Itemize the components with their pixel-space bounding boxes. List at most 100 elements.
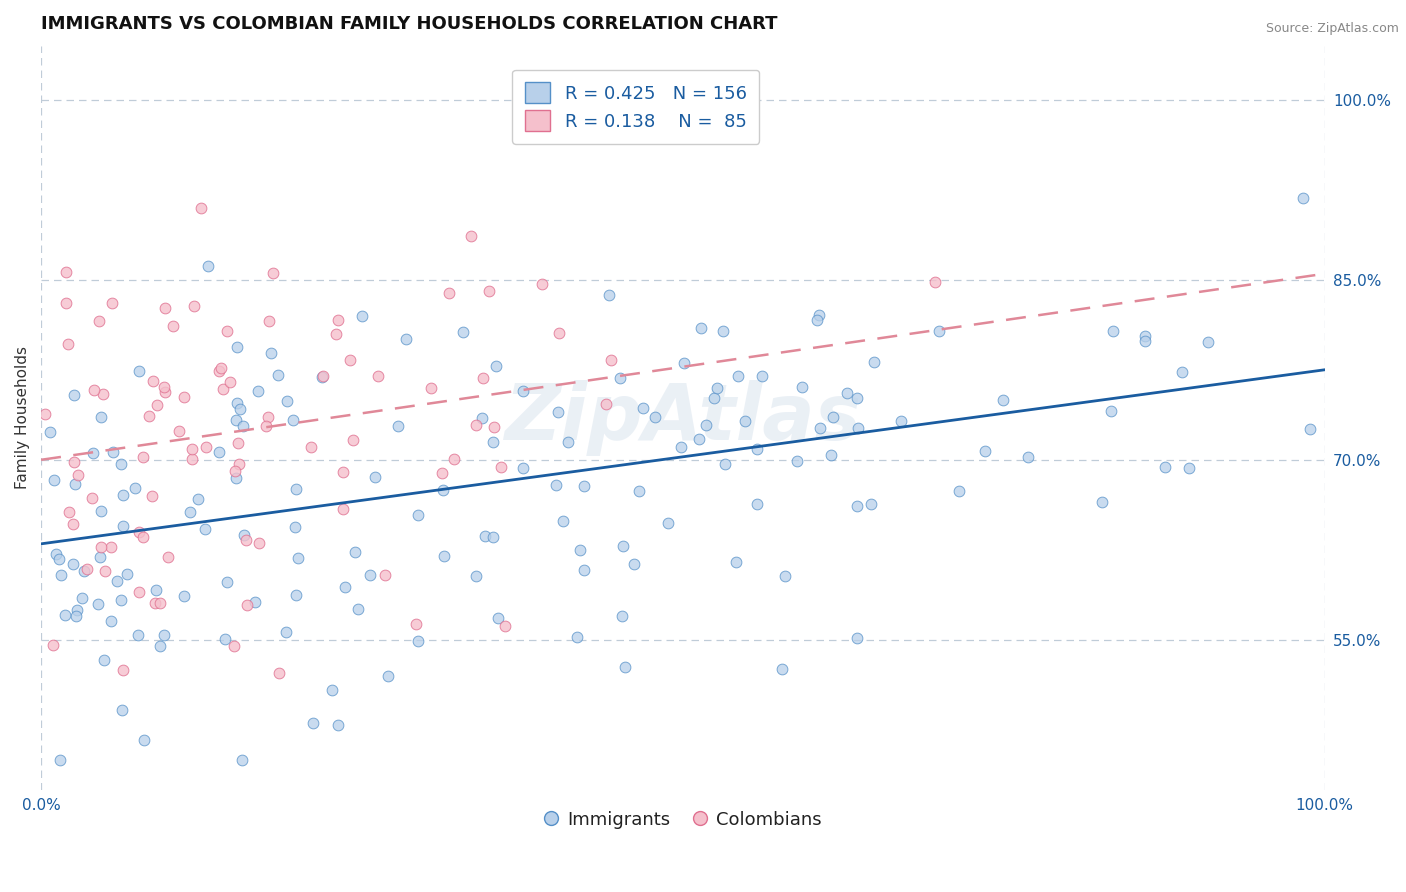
Point (260, 346, 283, 360)
Point (460, 229, 482, 244)
Point (631, 401, 654, 416)
Point (325, 327, 347, 342)
Point (173, 390, 195, 404)
Point (572, 563, 595, 577)
Point (489, 459, 512, 474)
Point (846, 421, 869, 435)
Point (66, 603, 89, 617)
Point (364, 470, 387, 484)
Point (572, 478, 595, 492)
Point (225, 396, 247, 410)
Point (87, 314, 110, 328)
Point (218, 375, 240, 389)
Point (546, 478, 568, 492)
Point (326, 312, 349, 326)
Point (124, 481, 146, 495)
Point (149, 596, 172, 610)
Point (56, 337, 79, 351)
Point (512, 384, 534, 399)
Point (332, 465, 354, 479)
Point (215, 324, 238, 338)
Point (62, 557, 84, 571)
Point (924, 275, 946, 289)
Point (111, 704, 134, 718)
Point (236, 598, 259, 612)
Point (162, 319, 184, 334)
Point (190, 202, 212, 216)
Point (134, 733, 156, 747)
Point (208, 363, 231, 377)
Point (281, 413, 304, 427)
Point (267, 368, 290, 382)
Point (42, 639, 65, 653)
Point (991, 393, 1014, 408)
Point (773, 569, 796, 583)
Point (568, 542, 591, 557)
Point (225, 471, 247, 485)
Point (657, 516, 679, 530)
Point (179, 505, 201, 519)
Point (482, 419, 505, 434)
Point (531, 277, 554, 292)
Point (471, 370, 494, 384)
Point (76, 562, 98, 576)
Point (152, 380, 174, 394)
Point (115, 566, 138, 581)
Point (806, 312, 828, 326)
Text: IMMIGRANTS VS COLOMBIAN FAMILY HOUSEHOLDS CORRELATION CHART: IMMIGRANTS VS COLOMBIAN FAMILY HOUSEHOLD… (41, 15, 778, 33)
Point (703, 391, 725, 405)
Point (197, 259, 219, 273)
Point (91, 387, 114, 401)
Point (350, 310, 373, 324)
Point (226, 340, 249, 354)
Point (613, 659, 636, 673)
Point (284, 519, 307, 533)
Point (82, 491, 104, 505)
Point (285, 588, 308, 602)
Point (688, 432, 710, 446)
Point (212, 382, 235, 396)
Point (141, 489, 163, 503)
Point (360, 568, 382, 582)
Point (256, 410, 278, 425)
Point (344, 545, 367, 559)
Point (226, 435, 249, 450)
Point (610, 608, 633, 623)
Point (287, 551, 309, 566)
Point (1292, 191, 1315, 205)
Point (53, 608, 76, 623)
Point (547, 405, 569, 419)
Point (228, 457, 250, 471)
Point (228, 401, 250, 416)
Point (89, 549, 111, 564)
Point (1178, 460, 1201, 475)
Point (42, 473, 65, 487)
Point (194, 440, 217, 454)
Point (173, 589, 195, 603)
Point (644, 409, 666, 424)
Point (262, 266, 284, 280)
Point (39, 425, 62, 439)
Point (225, 413, 247, 427)
Point (599, 352, 621, 367)
Point (823, 409, 845, 424)
Point (131, 450, 153, 464)
Point (432, 483, 454, 498)
Point (82, 446, 104, 460)
Point (233, 527, 256, 541)
Point (254, 418, 277, 433)
Point (276, 393, 298, 408)
Point (138, 409, 160, 423)
Point (627, 484, 650, 499)
Point (1170, 365, 1192, 379)
Point (247, 536, 270, 550)
Point (808, 421, 831, 435)
Point (747, 497, 769, 511)
Point (406, 633, 429, 648)
Point (63, 388, 86, 402)
Point (551, 514, 574, 528)
Legend: Immigrants, Colombians: Immigrants, Colombians (537, 804, 828, 837)
Point (727, 369, 749, 384)
Point (948, 484, 970, 499)
Point (232, 418, 254, 433)
